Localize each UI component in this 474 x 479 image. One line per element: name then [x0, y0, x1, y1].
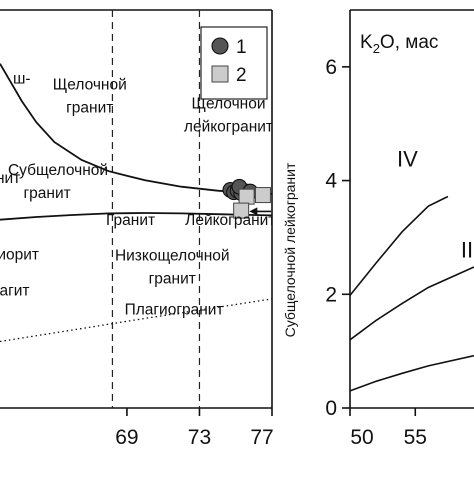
- field-labels: Щелочной гранит Щелочной лейкогранит Субщело…: [8, 77, 275, 319]
- legend: 12: [200, 26, 268, 100]
- y-tick-label: 4: [325, 170, 337, 193]
- clipped-field-label: иорит: [0, 247, 39, 264]
- field-label: Лейкогранит: [185, 212, 275, 229]
- dotted-boundary-curve: [0, 298, 272, 343]
- field-label: Гранит: [106, 212, 155, 229]
- dashed-guide-lines: [111, 10, 201, 408]
- x-tick-label: 69: [115, 426, 138, 449]
- field-label: Щелочной: [53, 77, 127, 94]
- left-x-ticks: [126, 408, 273, 416]
- clipped-field-label: ш-: [13, 71, 31, 88]
- legend-label: 1: [236, 37, 247, 58]
- right-boundary-lines: [350, 195, 474, 392]
- y-axis-label: K2O, мас: [360, 32, 438, 56]
- x-tick-label: 77: [250, 426, 273, 449]
- legend-marker-circle: [211, 37, 229, 55]
- right-ticks: [342, 66, 417, 416]
- clipped-field-label: агит: [0, 282, 30, 299]
- left-panel: 69 73 77 Щелочной гранит Щелочной лейкогранит…: [0, 9, 275, 449]
- y-tick-label: 2: [325, 283, 337, 306]
- y-tick-label: 0: [325, 397, 337, 420]
- field-label: Плагиогранит: [125, 301, 224, 318]
- vertical-field-label: Субщелочной лейкогранит: [282, 162, 298, 337]
- right-panel: 0 2 4 6 50 55 IV III K2O, мас: [325, 9, 474, 449]
- field-label: Низкощелочной: [115, 248, 230, 265]
- legend-marker-square: [211, 65, 229, 83]
- region-label: IV: [397, 146, 418, 171]
- region-labels: IV III: [397, 146, 474, 262]
- left-x-tick-labels: 69 73 77: [115, 426, 273, 449]
- right-tick-labels: 0 2 4 6 50 55: [325, 56, 427, 449]
- clipped-field-labels: ш-нит иорит агит: [0, 71, 39, 300]
- region-label: III: [461, 237, 474, 262]
- field-label: гранит: [149, 270, 196, 287]
- clipped-field-label: нит: [0, 170, 20, 187]
- series-line: [350, 266, 474, 341]
- field-label: лейкогранит: [184, 118, 273, 135]
- point-square: [238, 188, 255, 205]
- y-tick-label: 6: [325, 56, 337, 79]
- data-series: [222, 178, 271, 219]
- legend-box: [200, 26, 268, 100]
- field-label: Щелочной: [191, 96, 265, 113]
- arrow-head: [249, 207, 258, 216]
- field-label: гранит: [66, 99, 113, 116]
- series-line: [350, 354, 474, 392]
- point-square: [254, 187, 271, 204]
- point-square: [233, 202, 250, 219]
- x-tick-label: 55: [404, 426, 427, 449]
- series-line: [350, 195, 449, 296]
- field-label: Субщелочной: [8, 162, 108, 179]
- x-tick-label: 50: [350, 426, 373, 449]
- x-tick-label: 73: [188, 426, 211, 449]
- field-label: гранит: [24, 185, 71, 202]
- arrow: [249, 207, 272, 216]
- legend-label: 2: [236, 65, 247, 86]
